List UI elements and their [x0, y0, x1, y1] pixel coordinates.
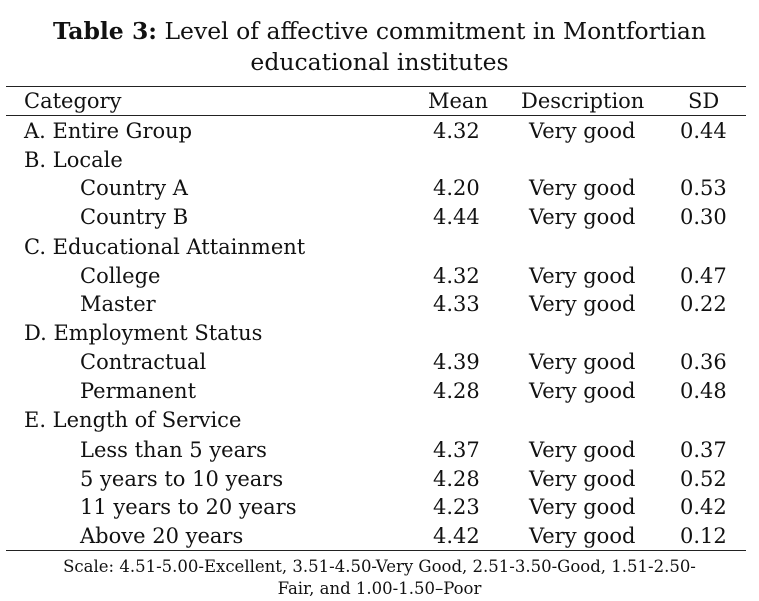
- description-cell: Very good: [529, 292, 636, 316]
- sd-cell: 0.22: [680, 292, 727, 316]
- mean-cell: 4.32: [433, 119, 480, 143]
- category-cell: B. Locale: [24, 148, 123, 172]
- table-row: Country A 4.20 Very good 0.53: [0, 174, 759, 202]
- table-row: E. Length of Service: [0, 406, 759, 434]
- category-cell: A. Entire Group: [24, 119, 193, 143]
- sd-cell: 0.52: [680, 467, 727, 491]
- top-rule: [6, 86, 746, 87]
- mean-cell: 4.33: [433, 292, 480, 316]
- description-cell: Very good: [529, 438, 636, 462]
- scale-note-line-1: Scale: 4.51-5.00-Excellent, 3.51-4.50-Ve…: [63, 557, 696, 576]
- category-cell: Country B: [80, 205, 189, 229]
- table-number-label: Table 3:: [52, 17, 157, 45]
- sd-cell: 0.48: [680, 379, 727, 403]
- category-cell: E. Length of Service: [24, 408, 242, 432]
- category-cell: College: [80, 264, 161, 288]
- sd-cell: 0.36: [680, 350, 727, 374]
- sd-cell: 0.53: [680, 176, 727, 200]
- header-row: Category Mean Description SD: [0, 87, 759, 115]
- table-row: Master 4.33 Very good 0.22: [0, 290, 759, 318]
- description-cell: Very good: [529, 205, 636, 229]
- table-row: Above 20 years 4.42 Very good 0.12: [0, 522, 759, 550]
- description-cell: Very good: [529, 467, 636, 491]
- table-title-line-1: Table 3: Level of affective commitment i…: [0, 16, 759, 47]
- mean-cell: 4.23: [433, 495, 480, 519]
- category-cell: Less than 5 years: [80, 438, 267, 462]
- table-row: Permanent 4.28 Very good 0.48: [0, 377, 759, 405]
- description-cell: Very good: [529, 119, 636, 143]
- scale-note: Scale: 4.51-5.00-Excellent, 3.51-4.50-Ve…: [0, 556, 759, 600]
- mean-cell: 4.39: [433, 350, 480, 374]
- sd-cell: 0.37: [680, 438, 727, 462]
- header-rule: [6, 115, 746, 116]
- category-cell: Permanent: [80, 379, 197, 403]
- sd-cell: 0.30: [680, 205, 727, 229]
- header-sd: SD: [688, 89, 720, 113]
- sd-cell: 0.42: [680, 495, 727, 519]
- category-cell: Above 20 years: [80, 524, 244, 548]
- mean-cell: 4.44: [433, 205, 480, 229]
- table-row: D. Employment Status: [0, 319, 759, 347]
- mean-cell: 4.28: [433, 467, 480, 491]
- description-cell: Very good: [529, 350, 636, 374]
- mean-cell: 4.32: [433, 264, 480, 288]
- table-row: A. Entire Group 4.32 Very good 0.44: [0, 117, 759, 145]
- sd-cell: 0.47: [680, 264, 727, 288]
- scale-note-line-2: Fair, and 1.00-1.50–Poor: [277, 579, 482, 598]
- category-cell: Master: [80, 292, 156, 316]
- description-cell: Very good: [529, 524, 636, 548]
- description-cell: Very good: [529, 176, 636, 200]
- table-row: B. Locale: [0, 146, 759, 174]
- mean-cell: 4.28: [433, 379, 480, 403]
- table-title: Table 3: Level of affective commitment i…: [0, 16, 759, 78]
- category-cell: Contractual: [80, 350, 207, 374]
- description-cell: Very good: [529, 495, 636, 519]
- table-row: Less than 5 years 4.37 Very good 0.37: [0, 436, 759, 464]
- sd-cell: 0.12: [680, 524, 727, 548]
- mean-cell: 4.42: [433, 524, 480, 548]
- table-row: 11 years to 20 years 4.23 Very good 0.42: [0, 493, 759, 521]
- category-cell: 5 years to 10 years: [80, 467, 284, 491]
- table-row: Contractual 4.39 Very good 0.36: [0, 348, 759, 376]
- category-cell: 11 years to 20 years: [80, 495, 297, 519]
- mean-cell: 4.37: [433, 438, 480, 462]
- table-row: Country B 4.44 Very good 0.30: [0, 203, 759, 231]
- mean-cell: 4.20: [433, 176, 480, 200]
- table-row: C. Educational Attainment: [0, 233, 759, 261]
- header-mean: Mean: [428, 89, 488, 113]
- description-cell: Very good: [529, 264, 636, 288]
- table-title-text: Level of affective commitment in Montfor…: [164, 17, 707, 45]
- description-cell: Very good: [529, 379, 636, 403]
- category-cell: D. Employment Status: [24, 321, 263, 345]
- category-cell: Country A: [80, 176, 188, 200]
- bottom-rule: [6, 550, 746, 551]
- sd-cell: 0.44: [680, 119, 727, 143]
- table-title-line-2: educational institutes: [250, 48, 509, 76]
- table-row: College 4.32 Very good 0.47: [0, 262, 759, 290]
- header-category: Category: [24, 89, 122, 113]
- table-row: 5 years to 10 years 4.28 Very good 0.52: [0, 465, 759, 493]
- header-description: Description: [521, 89, 645, 113]
- category-cell: C. Educational Attainment: [24, 235, 306, 259]
